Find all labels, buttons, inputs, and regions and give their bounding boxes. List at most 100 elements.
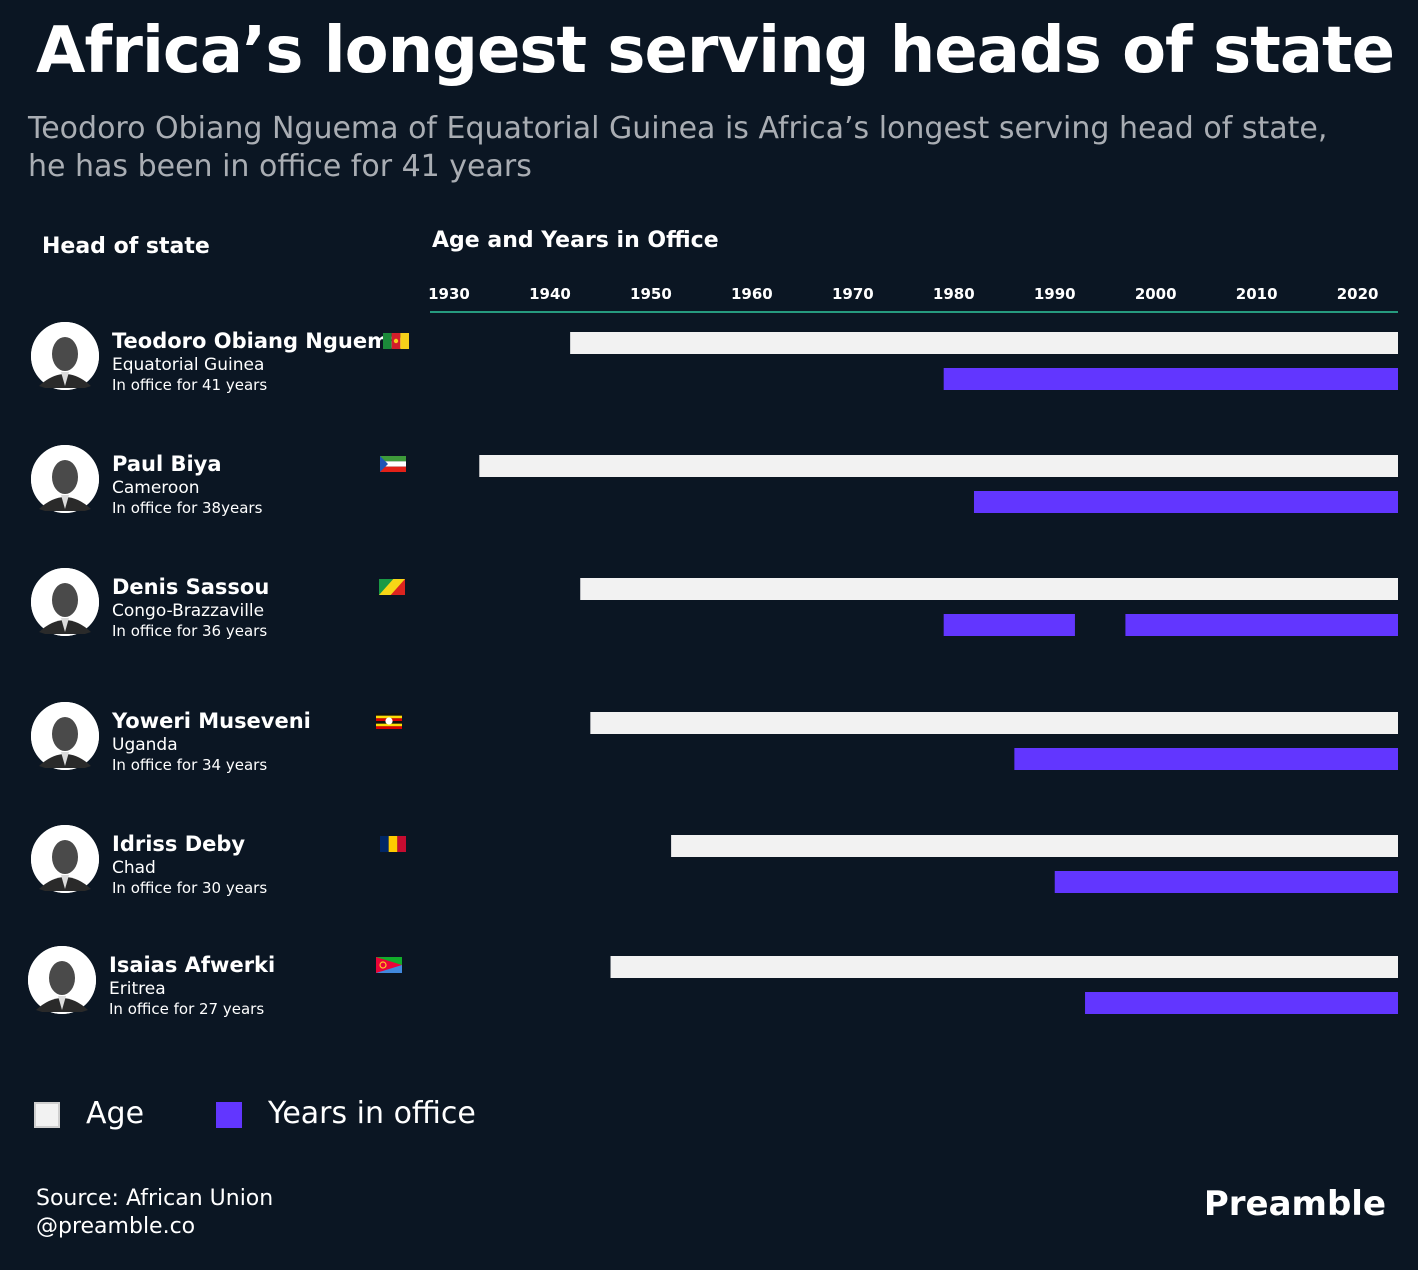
leader-tenure: In office for 34 years bbox=[112, 756, 267, 774]
flag-stripe bbox=[380, 461, 406, 467]
source-text: Source: African Union bbox=[36, 1186, 274, 1211]
leader-country: Congo-Brazzaville bbox=[112, 601, 264, 621]
office-bar bbox=[943, 614, 1075, 636]
flag-stripe bbox=[380, 466, 406, 472]
x-tick-label: 2000 bbox=[1135, 285, 1177, 303]
portrait-shirt bbox=[61, 875, 69, 889]
flag-stripe bbox=[380, 456, 406, 462]
social-handle: @preamble.co bbox=[36, 1214, 196, 1239]
portrait-frame bbox=[31, 825, 99, 893]
portrait-frame bbox=[28, 946, 96, 1014]
age-bar bbox=[671, 835, 1398, 857]
x-tick-label: 2010 bbox=[1236, 285, 1278, 303]
portrait-face bbox=[52, 337, 78, 371]
portrait-photo bbox=[31, 445, 99, 513]
flag-stripe bbox=[376, 715, 402, 719]
years-in-office-swatch bbox=[216, 1102, 242, 1128]
flag-star bbox=[393, 338, 399, 344]
office-bar bbox=[1125, 614, 1398, 636]
flag-emblem bbox=[379, 961, 387, 969]
flag-stripe bbox=[400, 333, 409, 349]
age-bar bbox=[580, 578, 1398, 600]
head-of-state-column-header: Head of state bbox=[42, 234, 210, 259]
x-tick-label: 1990 bbox=[1034, 285, 1076, 303]
portrait-face bbox=[49, 961, 75, 995]
chad-flag bbox=[380, 836, 406, 852]
congo-flag bbox=[379, 579, 405, 595]
age-bar bbox=[610, 956, 1398, 978]
portrait-face bbox=[52, 583, 78, 617]
age-swatch bbox=[34, 1102, 60, 1128]
portrait-frame bbox=[31, 568, 99, 636]
flag-stripe bbox=[388, 836, 398, 852]
portrait-shirt bbox=[61, 372, 69, 386]
portrait-photo bbox=[31, 825, 99, 893]
x-tick-label: 2020 bbox=[1337, 285, 1379, 303]
portrait-face bbox=[52, 460, 78, 494]
flag-triangle bbox=[380, 456, 388, 472]
leader-name: Paul Biya bbox=[112, 452, 222, 476]
office-bar bbox=[1085, 992, 1398, 1014]
portrait-photo bbox=[31, 322, 99, 390]
leader-country: Cameroon bbox=[112, 478, 200, 498]
office-bar bbox=[1054, 871, 1398, 893]
x-tick-label: 1930 bbox=[428, 285, 470, 303]
leader-tenure: In office for 38years bbox=[112, 499, 263, 517]
portrait-shirt bbox=[61, 495, 69, 509]
flag-stripe bbox=[380, 836, 389, 852]
equatorial-guinea-flag bbox=[380, 456, 406, 472]
flag-stripe bbox=[383, 333, 392, 349]
flag-stripe bbox=[397, 836, 406, 852]
x-tick-label: 1970 bbox=[832, 285, 874, 303]
eritrea-flag bbox=[376, 957, 402, 973]
cameroon-flag bbox=[383, 333, 409, 349]
leader-name: Teodoro Obiang Nguema bbox=[112, 329, 403, 353]
page-title: Africa’s longest serving heads of state bbox=[36, 14, 1395, 88]
timeline-column-header: Age and Years in Office bbox=[432, 228, 719, 253]
brand-logo: Preamble bbox=[1203, 1184, 1386, 1224]
portrait-photo bbox=[28, 946, 96, 1014]
portrait-shirt bbox=[61, 618, 69, 632]
leader-tenure: In office for 41 years bbox=[112, 376, 267, 394]
leader-country: Eritrea bbox=[109, 979, 166, 999]
office-bar bbox=[1014, 748, 1398, 770]
leader-name: Isaias Afwerki bbox=[109, 953, 275, 977]
flag-emblem bbox=[385, 717, 393, 725]
flag-triangle bbox=[376, 957, 402, 973]
office-bar bbox=[973, 491, 1398, 513]
flag-stripe bbox=[376, 713, 402, 716]
office-bar bbox=[943, 368, 1398, 390]
portrait-frame bbox=[31, 445, 99, 513]
legend-label-age: Age bbox=[86, 1096, 145, 1131]
source-note: Source: African Union @preamble.co bbox=[36, 1185, 273, 1241]
x-tick-label: 1960 bbox=[731, 285, 773, 303]
leader-name: Idriss Deby bbox=[112, 832, 245, 856]
leader-country: Uganda bbox=[112, 735, 178, 755]
leader-country: Chad bbox=[112, 858, 156, 878]
portrait-face bbox=[52, 840, 78, 874]
leader-tenure: In office for 30 years bbox=[112, 879, 267, 897]
leader-name: Yoweri Museveni bbox=[111, 709, 311, 733]
portrait-photo bbox=[31, 702, 99, 770]
x-tick-label: 1980 bbox=[933, 285, 975, 303]
uganda-flag bbox=[376, 713, 402, 729]
age-bar bbox=[590, 712, 1398, 734]
x-tick-label: 1940 bbox=[529, 285, 571, 303]
leader-tenure: In office for 27 years bbox=[109, 1000, 264, 1018]
portrait-frame bbox=[31, 322, 99, 390]
leader-country: Equatorial Guinea bbox=[112, 355, 264, 375]
portrait-shirt bbox=[58, 996, 66, 1010]
portrait-frame bbox=[31, 702, 99, 770]
page-subtitle: Teodoro Obiang Nguema of Equatorial Guin… bbox=[28, 111, 1328, 184]
x-tick-label: 1950 bbox=[630, 285, 672, 303]
portrait-photo bbox=[31, 568, 99, 636]
age-bar bbox=[479, 455, 1398, 477]
portrait-shirt bbox=[61, 752, 69, 766]
